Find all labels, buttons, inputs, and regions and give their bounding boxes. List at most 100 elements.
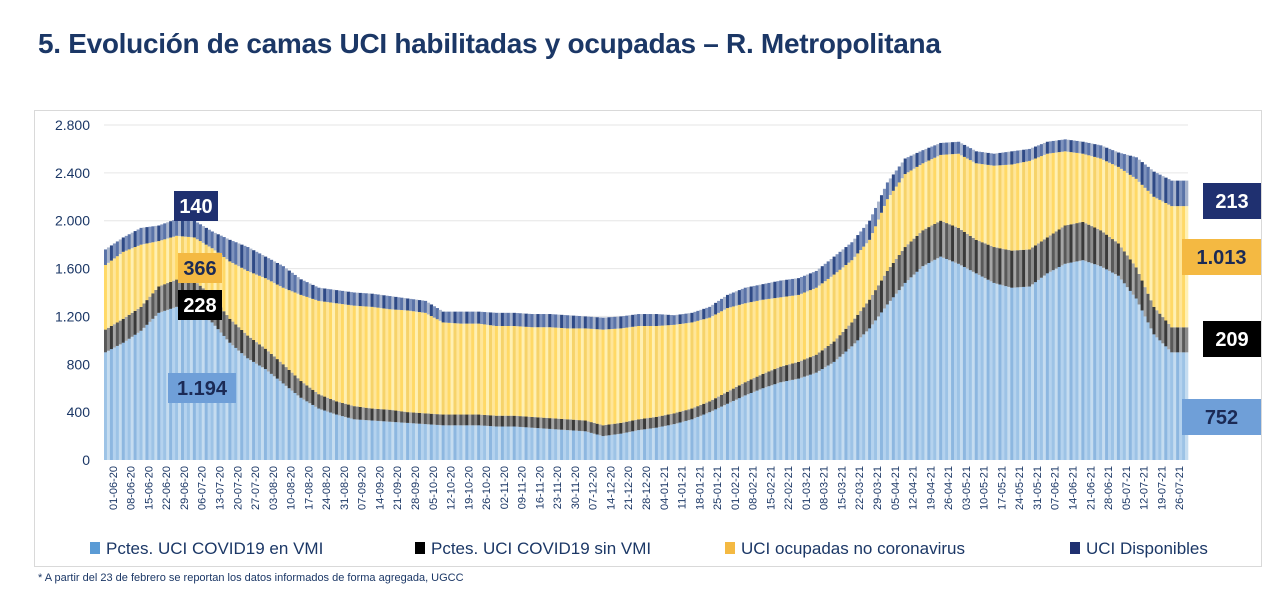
bar-segment-4 <box>746 287 750 303</box>
bar-segment-2 <box>1143 287 1147 317</box>
bar-segment-4 <box>871 214 875 234</box>
bar-segment-2 <box>660 415 665 427</box>
bar-segment-1 <box>977 274 981 460</box>
bar-segment-2 <box>432 413 437 425</box>
data-label-text: 213 <box>1215 191 1248 213</box>
bar-segment-4 <box>927 147 931 161</box>
bar-segment-2 <box>527 416 531 428</box>
bar-segment-4 <box>592 317 596 329</box>
bar-segment-3 <box>850 260 854 323</box>
bar-segment-4 <box>441 311 445 323</box>
legend-item[interactable]: Pctes. UCI COVID19 sin VMI <box>415 539 651 558</box>
bar-segment-2 <box>355 406 360 420</box>
data-label-text: 209 <box>1215 329 1248 351</box>
bar-segment-3 <box>489 325 493 416</box>
legend-item[interactable]: UCI ocupadas no coronavirus <box>725 539 965 558</box>
bar-segment-3 <box>1039 156 1044 242</box>
bar-segment-4 <box>829 259 833 277</box>
bar-segment-3 <box>1131 176 1135 264</box>
bar-segment-3 <box>104 264 108 330</box>
bar-segment-4 <box>752 285 756 302</box>
bar-segment-2 <box>118 320 123 345</box>
bar-segment-4 <box>965 146 970 159</box>
bar-segment-1 <box>465 425 469 460</box>
bar-segment-3 <box>731 306 736 389</box>
bar-segment-2 <box>794 362 798 380</box>
bar-segment-1 <box>494 426 499 460</box>
bar-segment-4 <box>527 313 531 327</box>
bar-segment-4 <box>820 266 824 284</box>
bar-segment-1 <box>527 427 531 460</box>
bar-segment-3 <box>349 305 354 406</box>
bar-segment-2 <box>409 412 413 424</box>
x-tick-label: 04-01-21 <box>659 466 671 510</box>
x-tick-label: 19-07-21 <box>1156 466 1168 510</box>
bar-segment-1 <box>1143 316 1147 460</box>
bar-segment-1 <box>483 425 487 460</box>
bar-segment-3 <box>355 305 360 407</box>
bar-segment-2 <box>320 395 324 410</box>
bar-segment-1 <box>888 300 893 461</box>
bar-segment-4 <box>761 284 765 300</box>
bar-segment-2 <box>1122 251 1127 284</box>
bar-segment-4 <box>388 296 392 310</box>
bar-segment-4 <box>1090 143 1094 157</box>
bar-segment-1 <box>942 257 946 460</box>
bar-segment-2 <box>311 389 315 405</box>
bar-segment-3 <box>782 296 786 366</box>
bar-segment-3 <box>1149 193 1153 301</box>
bar-segment-4 <box>974 151 979 164</box>
legend-item[interactable]: UCI Disponibles <box>1070 539 1208 558</box>
bar-segment-3 <box>580 328 585 421</box>
bar-segment-3 <box>1004 164 1008 250</box>
data-label-text: 1.194 <box>177 378 228 400</box>
bar-segment-3 <box>598 329 602 425</box>
bar-segment-4 <box>337 290 342 304</box>
bar-segment-3 <box>130 248 134 313</box>
bar-segment-4 <box>1143 164 1147 188</box>
bar-segment-2 <box>329 398 333 413</box>
bar-segment-4 <box>1140 162 1144 185</box>
bar-segment-2 <box>1025 249 1029 287</box>
bar-segment-2 <box>1131 263 1135 295</box>
bar-segment-1 <box>435 424 439 460</box>
bar-segment-4 <box>989 153 993 166</box>
bar-segment-2 <box>255 342 259 364</box>
bar-segment-1 <box>1078 260 1082 460</box>
bar-segment-4 <box>299 279 303 295</box>
bar-segment-1 <box>1048 271 1053 460</box>
bar-segment-2 <box>785 365 789 382</box>
bar-segment-4 <box>711 304 715 317</box>
bar-segment-4 <box>1161 176 1165 202</box>
bar-segment-4 <box>497 312 502 326</box>
bar-segment-2 <box>939 220 943 257</box>
bar-segment-4 <box>169 221 173 238</box>
bar-segment-2 <box>346 404 351 418</box>
x-tick-label: 26-10-20 <box>481 466 493 510</box>
bar-segment-2 <box>480 414 484 426</box>
bar-segment-3 <box>1087 155 1091 225</box>
bar-segment-2 <box>358 406 362 420</box>
bar-segment-2 <box>989 245 993 282</box>
bar-segment-1 <box>574 430 579 460</box>
bar-segment-2 <box>127 314 131 339</box>
bar-segment-2 <box>169 281 173 309</box>
bar-segment-2 <box>483 414 487 426</box>
bar-segment-1 <box>998 284 1002 460</box>
x-tick-label: 14-06-21 <box>1067 466 1079 510</box>
bar-segment-3 <box>1075 152 1079 224</box>
bar-segment-1 <box>646 428 650 460</box>
bar-segment-4 <box>548 314 552 328</box>
bar-segment-4 <box>1001 152 1005 166</box>
bar-segment-2 <box>1110 239 1115 273</box>
bar-segment-3 <box>299 294 303 382</box>
bar-segment-3 <box>456 323 460 415</box>
bar-segment-2 <box>1128 259 1133 291</box>
bar-segment-2 <box>231 321 235 346</box>
bar-segment-2 <box>429 413 434 425</box>
bar-segment-2 <box>361 407 365 420</box>
bar-segment-4 <box>500 312 505 326</box>
legend-item[interactable]: Pctes. UCI COVID19 en VMI <box>90 539 323 558</box>
bar-segment-3 <box>1048 153 1053 236</box>
bar-segment-1 <box>634 430 638 460</box>
